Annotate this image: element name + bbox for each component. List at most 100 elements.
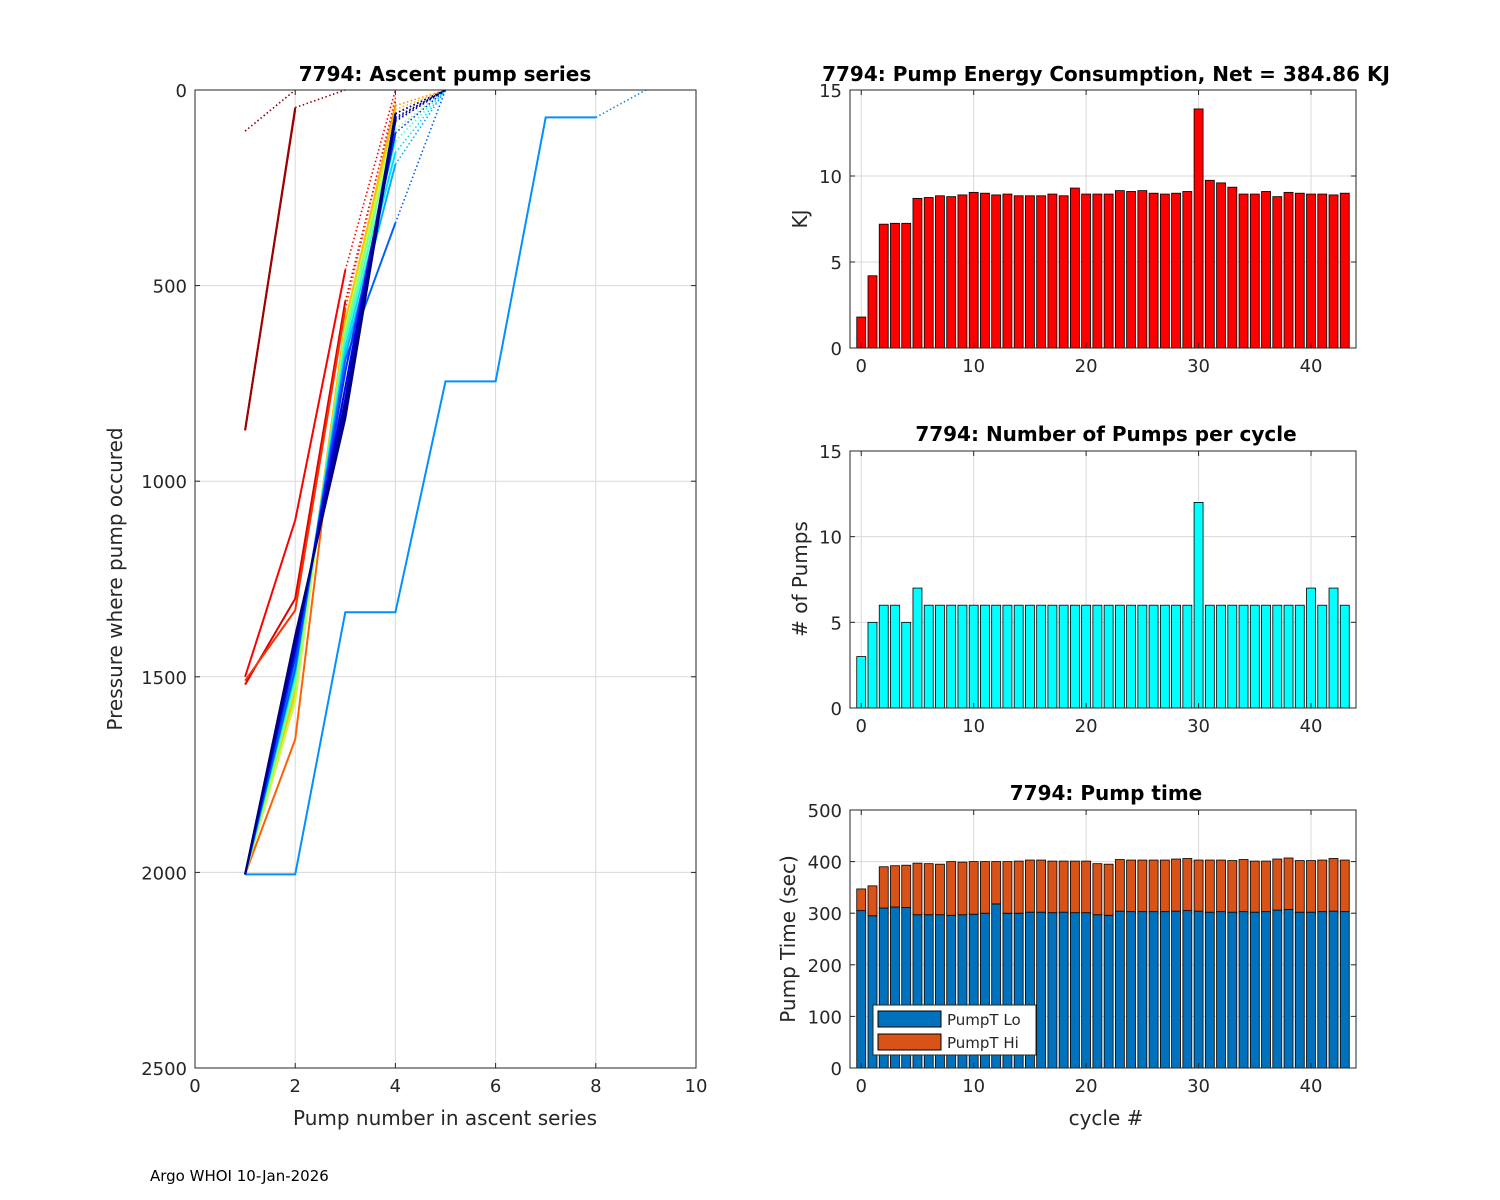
bar bbox=[1103, 193, 1114, 349]
bar bbox=[901, 621, 912, 709]
bar-lo bbox=[1238, 911, 1249, 1069]
x-tick-label: 10 bbox=[962, 716, 985, 737]
bar-hi bbox=[1171, 858, 1181, 912]
x-tick-label: 30 bbox=[1187, 1076, 1210, 1097]
ascent-axes: 0 2 4 6 8 10 0 500 1000 1500 2000 2500 bbox=[141, 81, 707, 1097]
bar-hi bbox=[991, 861, 1002, 905]
bar bbox=[1272, 604, 1283, 709]
bar-hi bbox=[968, 861, 979, 915]
bar bbox=[1171, 192, 1181, 349]
x-tick-label: 10 bbox=[962, 356, 985, 377]
bar-hi bbox=[867, 885, 878, 917]
bar-lo bbox=[1182, 910, 1193, 1069]
bar bbox=[935, 195, 945, 349]
bar bbox=[946, 604, 957, 709]
bar bbox=[1261, 191, 1271, 349]
bar-lo bbox=[1103, 914, 1114, 1069]
bar bbox=[1047, 193, 1058, 349]
legend-label-lo: PumpT Lo bbox=[947, 1011, 1021, 1029]
bar-lo bbox=[1092, 914, 1103, 1069]
bar-lo bbox=[1036, 911, 1047, 1069]
bar bbox=[1227, 186, 1238, 349]
bar bbox=[1081, 604, 1092, 709]
bar-lo bbox=[1272, 909, 1283, 1069]
bar bbox=[1159, 604, 1170, 709]
bar bbox=[1216, 604, 1226, 709]
bar-lo bbox=[1081, 912, 1092, 1069]
bar bbox=[1081, 193, 1092, 349]
bar bbox=[878, 223, 889, 349]
bar bbox=[1328, 587, 1339, 709]
y-tick-label: 0 bbox=[831, 699, 842, 720]
bar-hi bbox=[1058, 860, 1069, 913]
x-tick-label: 4 bbox=[390, 1076, 401, 1097]
axes-box bbox=[849, 809, 1357, 1069]
bar bbox=[980, 604, 990, 709]
x-tick-label: 10 bbox=[962, 1076, 985, 1097]
x-tick-label: 8 bbox=[590, 1076, 601, 1097]
bar bbox=[1306, 587, 1316, 709]
bar bbox=[1283, 191, 1294, 349]
pumps-axes: 0 10 20 30 40 0 5 10 15 bbox=[819, 442, 1357, 737]
bar bbox=[1159, 193, 1170, 349]
bar-lo bbox=[1171, 910, 1181, 1069]
ascent-xlabel: Pump number in ascent series bbox=[293, 1106, 597, 1130]
series-dotted-line bbox=[394, 89, 447, 154]
bar bbox=[1249, 604, 1260, 709]
bar bbox=[1013, 604, 1024, 709]
y-tick-label: 2500 bbox=[141, 1059, 187, 1080]
series-dotted-line bbox=[394, 89, 447, 134]
bar bbox=[1238, 604, 1249, 709]
axes-box bbox=[194, 89, 697, 1069]
bar-hi bbox=[1238, 859, 1249, 913]
y-tick-label: 5 bbox=[831, 253, 842, 274]
bar-hi bbox=[1081, 860, 1092, 914]
bar bbox=[1171, 604, 1181, 709]
bar-lo bbox=[856, 910, 867, 1069]
footer-credit: Argo WHOI 10-Jan-2026 bbox=[150, 1167, 329, 1185]
x-tick-label: 40 bbox=[1300, 1076, 1323, 1097]
bar bbox=[991, 194, 1002, 349]
series-dotted-line bbox=[394, 89, 446, 130]
bar-hi bbox=[1047, 860, 1058, 914]
bar-lo bbox=[1114, 910, 1125, 1069]
bar bbox=[1216, 182, 1226, 349]
y-tick-label: 10 bbox=[819, 167, 842, 188]
series-line bbox=[244, 107, 297, 431]
y-tick-label: 200 bbox=[808, 956, 842, 977]
bar bbox=[1092, 193, 1103, 349]
bar bbox=[1114, 604, 1125, 709]
series-dotted-line bbox=[395, 89, 446, 107]
x-tick-label: 10 bbox=[685, 1076, 708, 1097]
bar-hi bbox=[1216, 859, 1226, 913]
bar bbox=[1339, 604, 1350, 709]
bar-hi bbox=[1249, 860, 1260, 913]
series-dotted-line bbox=[395, 89, 446, 115]
bar bbox=[1261, 604, 1271, 709]
bar-hi bbox=[1306, 860, 1316, 913]
bar bbox=[1058, 604, 1069, 709]
bar bbox=[991, 604, 1002, 709]
bar bbox=[1249, 193, 1260, 349]
bar-lo bbox=[1283, 909, 1294, 1069]
axes-box bbox=[849, 89, 1357, 349]
bar bbox=[1069, 187, 1080, 349]
bar-lo bbox=[1204, 911, 1215, 1069]
legend-label-hi: PumpT Hi bbox=[947, 1034, 1019, 1052]
bar-lo bbox=[1193, 910, 1204, 1069]
bar-hi bbox=[1025, 859, 1035, 913]
bar bbox=[912, 197, 923, 349]
bar-hi bbox=[1103, 863, 1114, 916]
series-line bbox=[244, 269, 347, 678]
y-tick-label: 5 bbox=[831, 613, 842, 634]
series-dotted-line bbox=[394, 89, 447, 165]
bar-hi bbox=[957, 861, 968, 916]
bar-lo bbox=[1339, 911, 1350, 1069]
x-tick-label: 40 bbox=[1300, 356, 1323, 377]
bar bbox=[923, 197, 934, 349]
bar bbox=[901, 222, 912, 349]
bar-hi bbox=[1013, 860, 1024, 914]
y-tick-label: 0 bbox=[176, 81, 187, 102]
pumptime-xlabel: cycle # bbox=[1069, 1106, 1144, 1130]
bar bbox=[935, 604, 945, 709]
